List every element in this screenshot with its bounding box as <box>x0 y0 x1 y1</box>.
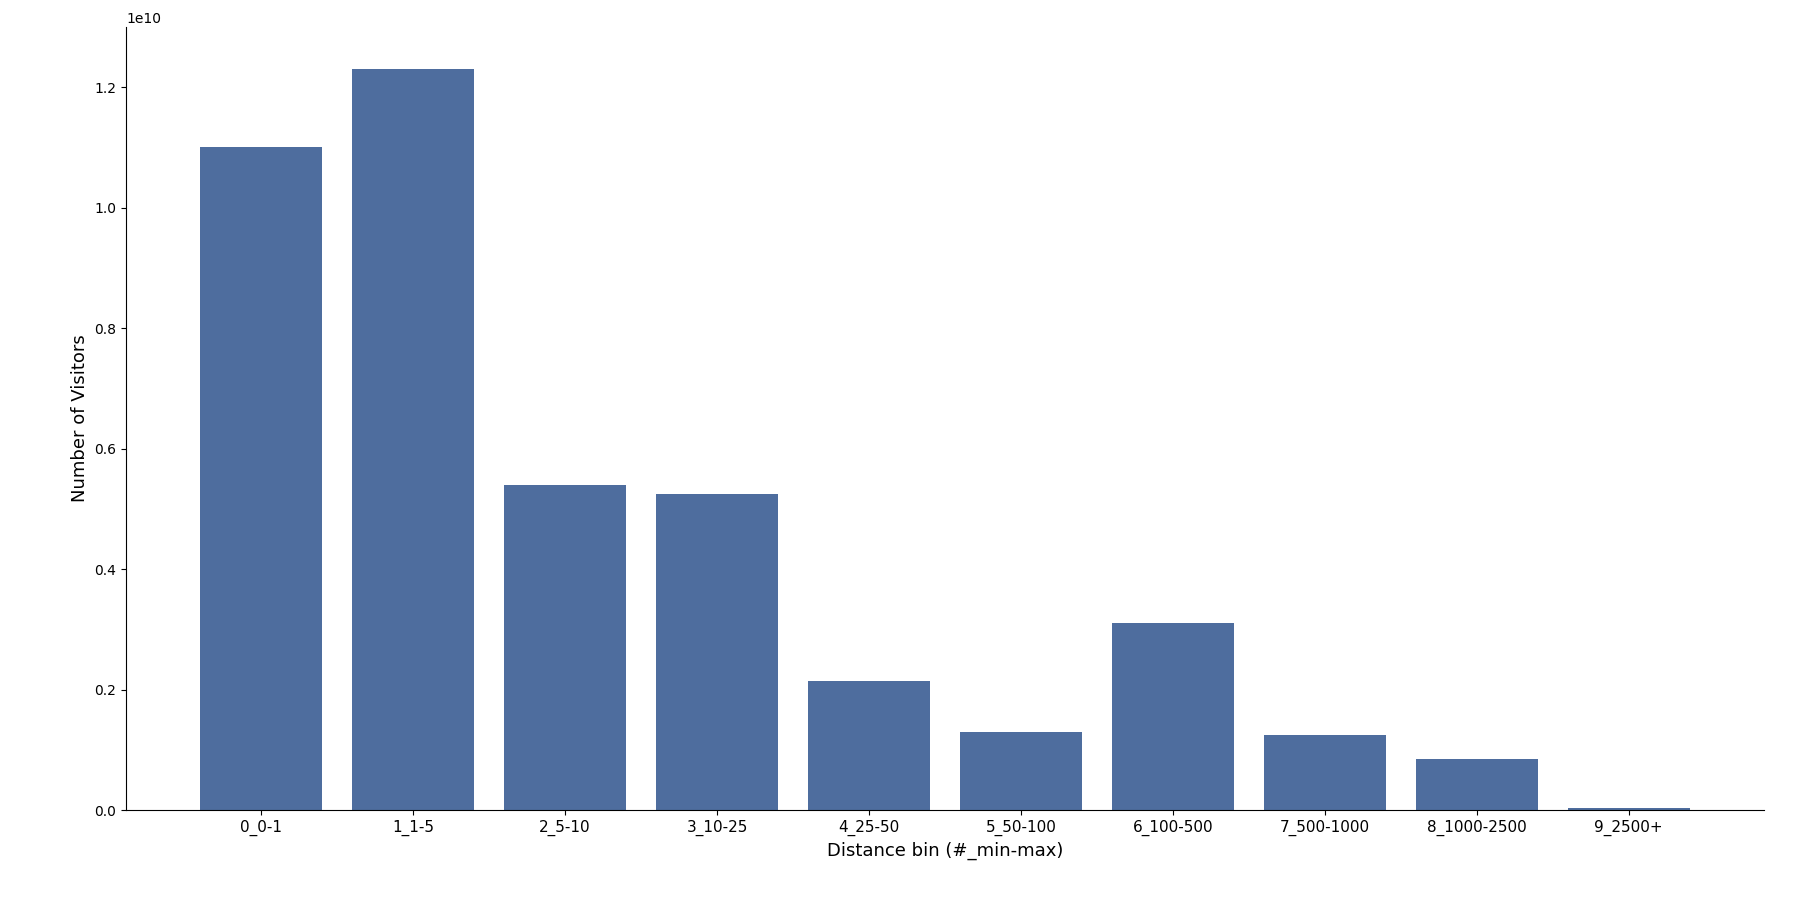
Bar <box>200 148 322 810</box>
Bar <box>353 69 473 810</box>
X-axis label: Distance bin (#_min-max): Distance bin (#_min-max) <box>826 842 1064 859</box>
Bar <box>1112 624 1233 810</box>
Bar <box>1264 734 1386 810</box>
Bar <box>657 494 778 810</box>
Bar <box>504 485 626 810</box>
Bar <box>1417 759 1537 810</box>
Bar <box>959 732 1082 810</box>
Bar <box>808 680 931 810</box>
Bar <box>1568 808 1690 810</box>
Y-axis label: Number of Visitors: Number of Visitors <box>70 335 88 502</box>
